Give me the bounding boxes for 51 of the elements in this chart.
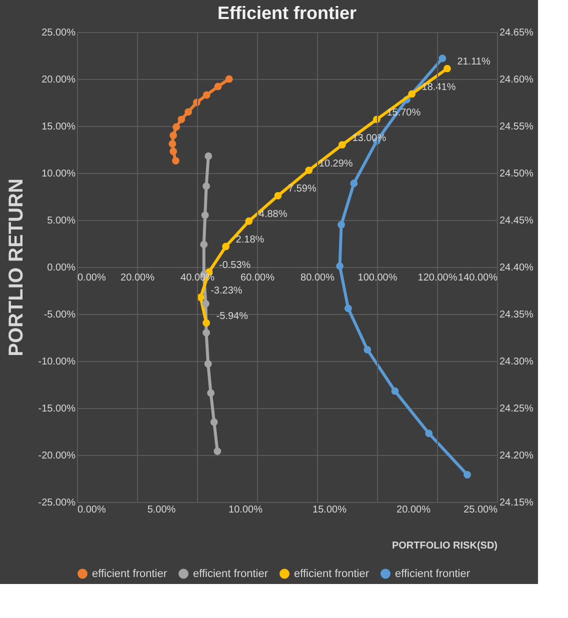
x-tick-label: 60.00%: [240, 272, 275, 284]
y-axis-title: PORTLIO RETURN: [5, 178, 28, 356]
y2-tick-label: 24.15%: [500, 498, 534, 508]
y-tick-label: 15.00%: [42, 122, 76, 132]
chart-title: Efficient frontier: [217, 3, 357, 23]
x-tick-label: 0.00%: [78, 272, 106, 284]
y-tick-label: -25.00%: [38, 498, 76, 508]
y2-tick-label: 24.55%: [500, 122, 534, 132]
y-tick-label: 20.00%: [42, 74, 76, 86]
y-tick-label: 25.00%: [42, 28, 76, 38]
y-tick-label: 5.00%: [47, 216, 76, 226]
data-label: 7.59%: [288, 184, 316, 195]
x-tick-label: 20.00%: [120, 272, 155, 284]
data-label: 10.29%: [318, 158, 353, 170]
y2-tick-label: 24.25%: [500, 404, 534, 414]
x2-tick-label: 20.00%: [396, 504, 431, 516]
data-label: 18.41%: [422, 82, 456, 93]
data-label: -5.94%: [216, 310, 248, 322]
y2-tick-label: 24.50%: [500, 168, 534, 180]
y-tick-label: 10.00%: [42, 168, 76, 180]
data-label: 4.88%: [258, 209, 288, 220]
legend-label: efficient frontier: [92, 568, 168, 580]
data-label: -3.23%: [210, 285, 242, 296]
y-tick-label: -5.00%: [44, 310, 76, 320]
data-label: 21.11%: [457, 56, 490, 68]
x2-tick-label: 10.00%: [228, 504, 263, 516]
y-tick-label: -15.00%: [38, 404, 76, 414]
x2-tick-label: 5.00%: [147, 504, 176, 516]
x2-tick-label: 15.00%: [312, 504, 347, 516]
y-tick-label: 0.00%: [47, 262, 76, 274]
y2-tick-label: 24.20%: [500, 450, 534, 462]
x-tick-label: 120.00%: [418, 272, 458, 284]
y2-tick-label: 24.45%: [500, 216, 534, 226]
y-tick-label: -20.00%: [38, 450, 76, 462]
x2-tick-label: 25.00%: [464, 504, 498, 516]
y2-tick-label: 24.60%: [500, 74, 534, 86]
legend-label: efficient frontier: [193, 568, 268, 580]
y2-tick-label: 24.40%: [500, 262, 534, 274]
x2-axis-title: PORTFOLIO RISK(SD): [392, 540, 498, 552]
x-tick-label: 100.00%: [358, 272, 398, 284]
y2-tick-label: 24.30%: [500, 356, 534, 368]
data-label: 2.18%: [236, 234, 264, 246]
y-tick-label: -10.00%: [38, 356, 76, 368]
y2-tick-label: 24.35%: [500, 310, 534, 320]
x-tick-label: 140.00%: [458, 272, 498, 284]
data-label: -0.53%: [219, 260, 251, 271]
x2-tick-label: 0.00%: [78, 504, 106, 516]
y2-tick-label: 24.65%: [500, 28, 534, 38]
legend-label: efficient frontier: [395, 568, 470, 580]
legend-label: efficient frontier: [294, 568, 370, 580]
x-tick-label: 80.00%: [300, 272, 335, 284]
